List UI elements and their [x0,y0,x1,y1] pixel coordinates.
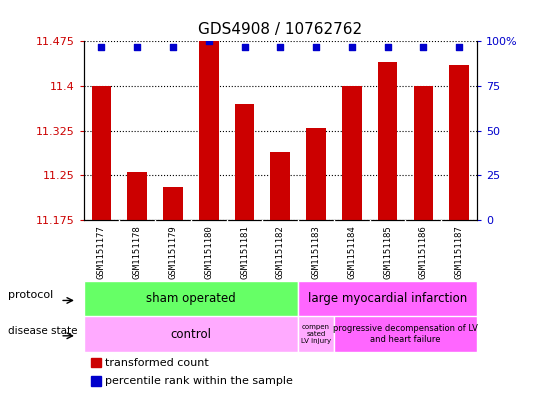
Text: GSM1151178: GSM1151178 [133,225,142,279]
Bar [342,86,362,220]
Bar [92,376,101,386]
Text: progressive decompensation of LV
and heart failure: progressive decompensation of LV and hea… [333,324,478,344]
Text: GSM1151186: GSM1151186 [419,225,428,279]
Point [312,44,320,50]
Text: GSM1151180: GSM1151180 [204,225,213,279]
Text: large myocardial infarction: large myocardial infarction [308,292,467,305]
Text: GSM1151184: GSM1151184 [347,225,356,279]
Bar [271,152,290,220]
Text: percentile rank within the sample: percentile rank within the sample [105,376,293,386]
Bar [127,173,147,220]
Bar [163,187,183,220]
Text: compen
sated
LV injury: compen sated LV injury [301,324,331,344]
Bar [92,86,111,220]
Point [204,38,213,44]
Bar [334,316,477,352]
Text: GSM1151181: GSM1151181 [240,225,249,279]
Point [240,44,249,50]
Point [276,44,285,50]
Point [383,44,392,50]
Text: GSM1151187: GSM1151187 [454,225,464,279]
Text: GSM1151185: GSM1151185 [383,225,392,279]
Bar [84,316,298,352]
Bar [234,104,254,220]
Bar [298,316,334,352]
Text: disease state: disease state [9,325,78,336]
Title: GDS4908 / 10762762: GDS4908 / 10762762 [198,22,362,37]
Text: protocol: protocol [9,290,53,300]
Bar [92,358,101,367]
Point [348,44,356,50]
Bar [84,281,298,316]
Bar [298,281,477,316]
Text: transformed count: transformed count [105,358,209,368]
Bar [306,128,326,220]
Point [133,44,142,50]
Text: GSM1151179: GSM1151179 [169,225,177,279]
Point [455,44,464,50]
Text: GSM1151182: GSM1151182 [276,225,285,279]
Point [419,44,427,50]
Bar [450,65,469,220]
Bar [378,62,397,220]
Bar [413,86,433,220]
Text: GSM1151183: GSM1151183 [312,225,321,279]
Bar [199,41,219,220]
Text: control: control [170,327,211,341]
Text: sham operated: sham operated [146,292,236,305]
Point [169,44,177,50]
Point [97,44,106,50]
Text: GSM1151177: GSM1151177 [97,225,106,279]
